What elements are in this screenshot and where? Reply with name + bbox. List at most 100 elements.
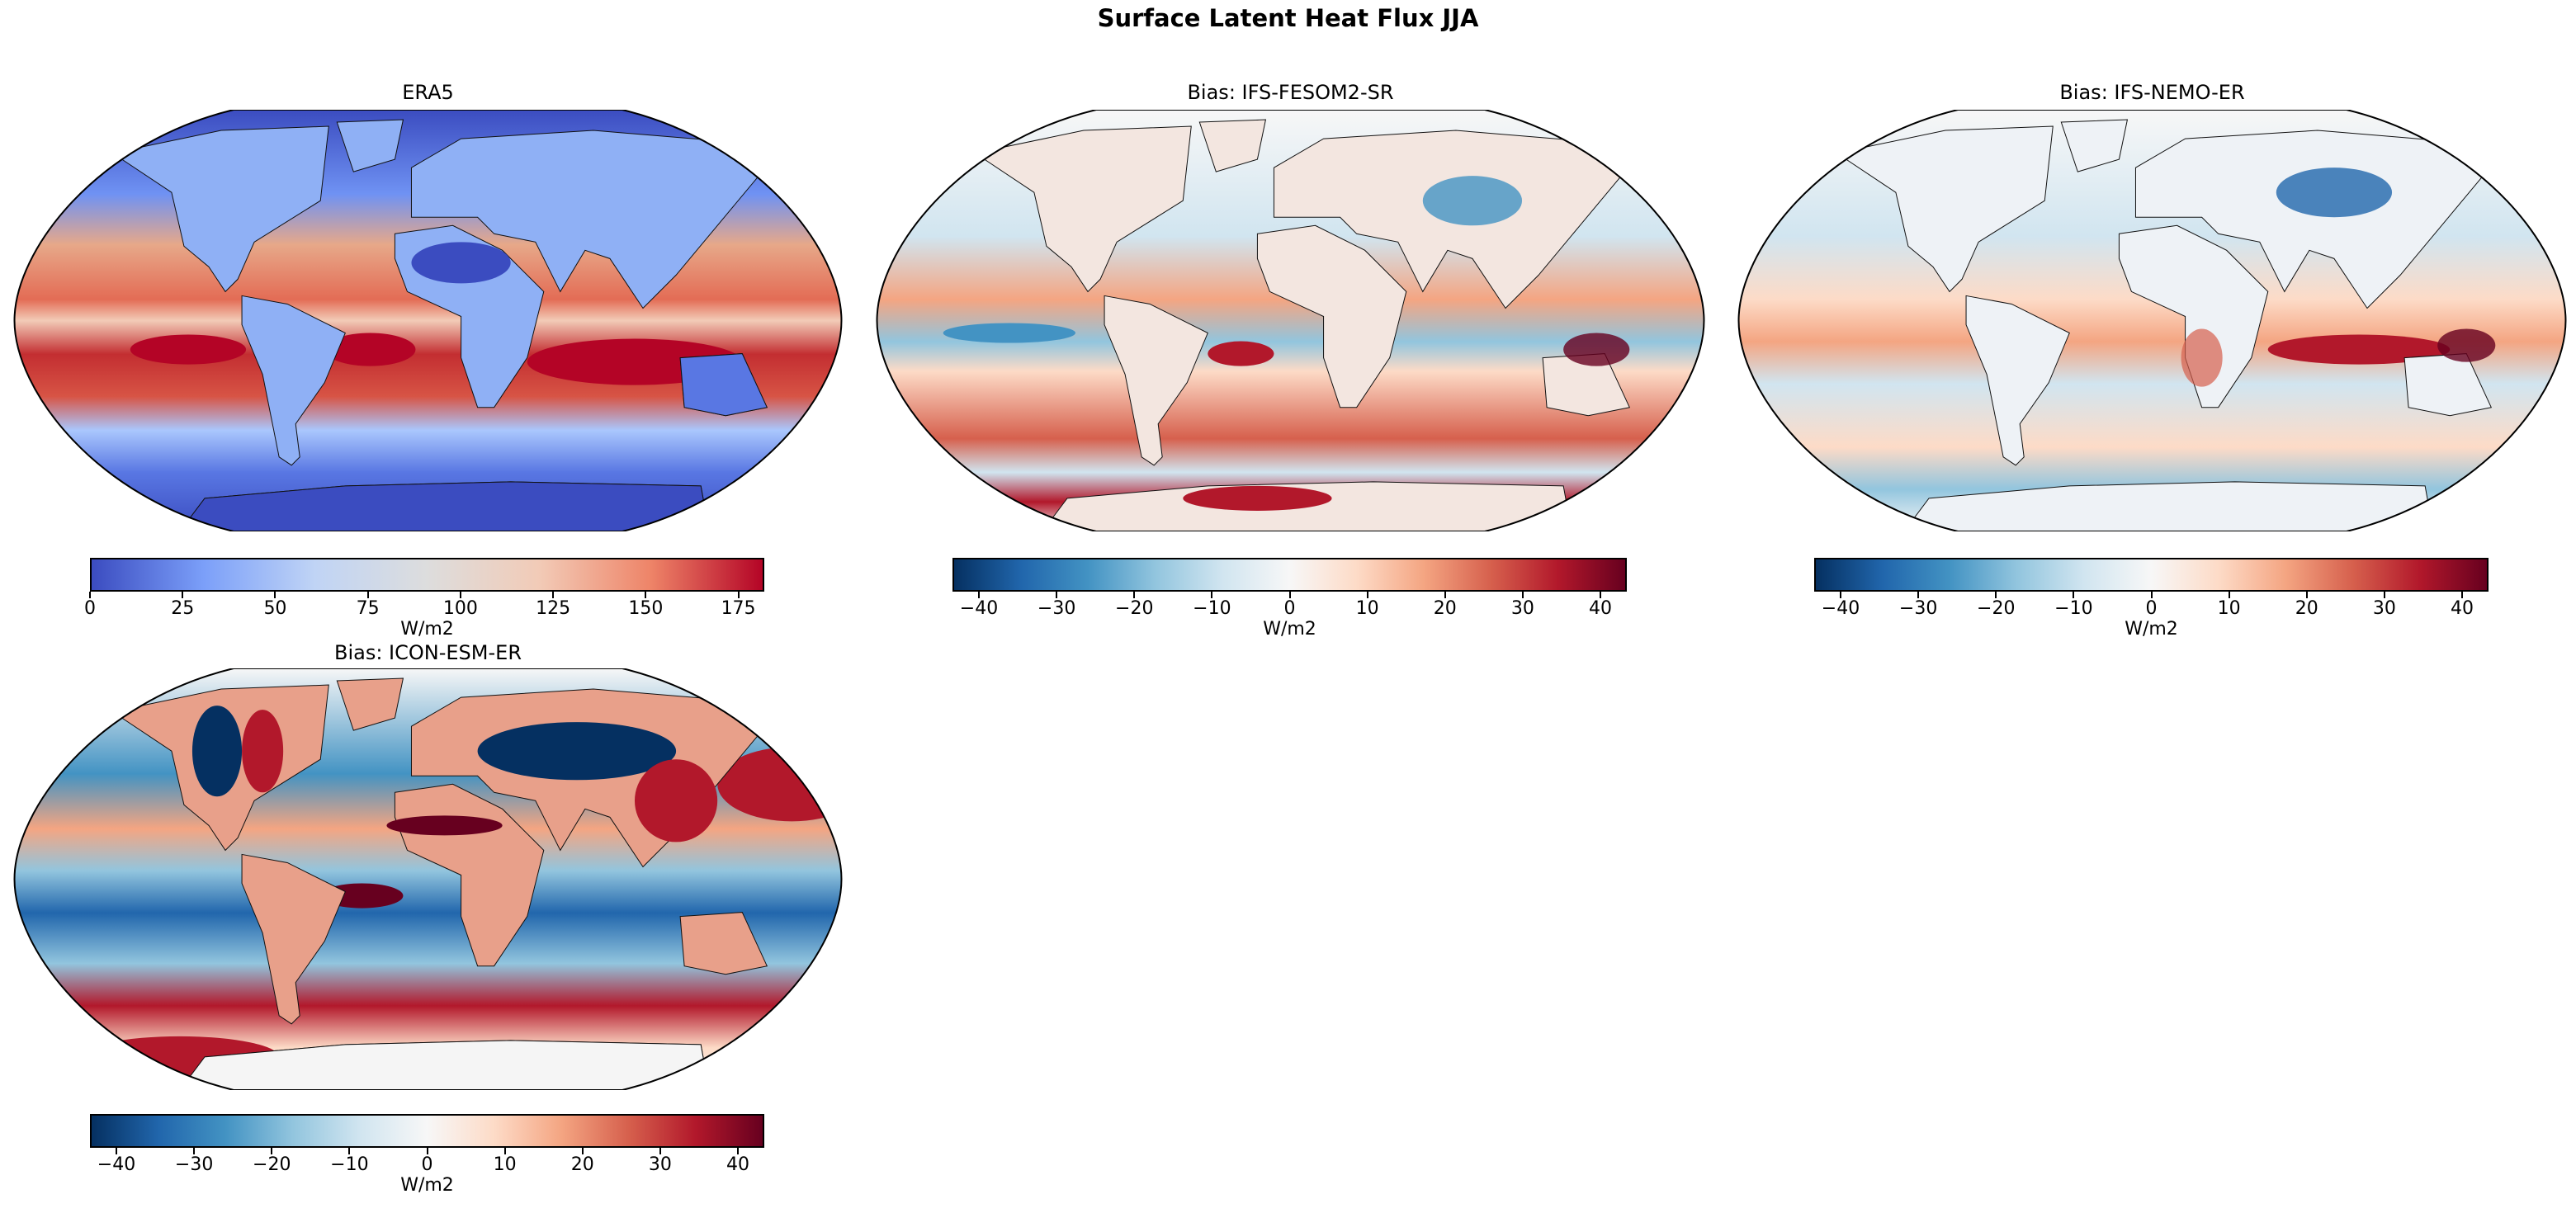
colorbar-tick-label: 10 xyxy=(1355,598,1379,619)
map-icon-esm-er xyxy=(13,668,843,1090)
colorbar-tick xyxy=(737,592,740,598)
colorbar-tick-label: −10 xyxy=(330,1154,369,1175)
colorbar-tick-label: 150 xyxy=(628,598,664,619)
colorbar-tick xyxy=(1840,592,1841,598)
colorbar-tick xyxy=(552,592,555,598)
bias-positive-region xyxy=(242,710,284,793)
figure-title: Surface Latent Heat Flux JJA xyxy=(1097,4,1479,32)
colorbar-tick-label: −30 xyxy=(174,1154,214,1175)
colorbar-tick xyxy=(366,592,369,598)
panel-title: ERA5 xyxy=(402,81,454,104)
colorbar-tick xyxy=(2228,592,2230,598)
colorbar-tick-label: 20 xyxy=(1433,598,1457,619)
bias-negative-region xyxy=(2276,168,2393,218)
colorbar-tick xyxy=(1599,592,1601,598)
colorbar-tick xyxy=(2383,592,2385,598)
field-max-region xyxy=(130,334,247,365)
colorbar-tick-label: −40 xyxy=(959,598,999,619)
bias-negative-region xyxy=(1422,176,1523,226)
colorbar-tick xyxy=(1288,592,1291,598)
colorbar-tick-label: 50 xyxy=(263,598,287,619)
bias-negative-region xyxy=(943,323,1075,343)
map-border xyxy=(876,110,1705,531)
colorbar xyxy=(90,1114,764,1148)
colorbar-tick-label: 0 xyxy=(2145,598,2158,619)
colorbar-tick xyxy=(116,1148,117,1154)
colorbar-tick xyxy=(1211,592,1213,598)
colorbar-tick xyxy=(2073,592,2075,598)
panel-title: Bias: ICON-ESM-ER xyxy=(333,641,522,664)
map-era5 xyxy=(13,110,843,531)
colorbar-tick-label: 30 xyxy=(2372,598,2396,619)
colorbar-label: W/m2 xyxy=(1263,619,1316,640)
map-border xyxy=(1737,110,2567,531)
colorbar-tick-label: −10 xyxy=(1193,598,1231,619)
field-min-region xyxy=(178,481,710,531)
colorbar-tick-label: 10 xyxy=(493,1154,517,1175)
colorbar-tick xyxy=(274,592,277,598)
colorbar xyxy=(90,558,764,592)
colorbar-tick-label: 0 xyxy=(421,1154,433,1175)
colorbar-tick-label: 125 xyxy=(536,598,571,619)
colorbar-label: W/m2 xyxy=(2125,619,2178,640)
colorbar-tick xyxy=(736,1148,739,1154)
colorbar-tick xyxy=(581,1148,584,1154)
colorbar-label: W/m2 xyxy=(400,1175,454,1196)
colorbar-tick xyxy=(1521,592,1524,598)
colorbar-tick xyxy=(659,1148,661,1154)
colorbar-tick-label: −20 xyxy=(1115,598,1154,619)
field-min-region xyxy=(411,242,511,284)
map-ifs-nemo-er xyxy=(1737,110,2567,531)
colorbar-tick-label: −30 xyxy=(1898,598,1938,619)
colorbar-tick-label: −20 xyxy=(253,1154,291,1175)
colorbar-tick xyxy=(426,1148,428,1154)
colorbar-tick-label: 20 xyxy=(2295,598,2318,619)
colorbar-tick-label: 30 xyxy=(1510,598,1534,619)
colorbar-tick-label: 10 xyxy=(2217,598,2241,619)
bias-positive-region xyxy=(2267,334,2451,365)
antarctica xyxy=(178,1040,710,1090)
map-border xyxy=(13,110,843,531)
colorbar-tick xyxy=(271,1148,273,1154)
colorbar-tick-label: 40 xyxy=(726,1154,749,1175)
colorbar-tick xyxy=(1133,592,1136,598)
panel-title: Bias: IFS-NEMO-ER xyxy=(2059,81,2245,104)
colorbar-tick-label: −40 xyxy=(97,1154,136,1175)
colorbar xyxy=(1814,558,2489,592)
colorbar-tick xyxy=(2150,592,2153,598)
colorbar-tick xyxy=(1995,592,1997,598)
colorbar-tick xyxy=(348,1148,351,1154)
colorbar-tick xyxy=(1917,592,1920,598)
colorbar-tick-label: 40 xyxy=(1588,598,1612,619)
bias-positive-region xyxy=(386,815,503,836)
colorbar-tick xyxy=(193,1148,196,1154)
bias-positive-region xyxy=(1183,485,1332,511)
bias-positive-region xyxy=(634,759,718,842)
field-min-region xyxy=(679,353,768,417)
colorbar-tick-label: 25 xyxy=(171,598,195,619)
colorbar-tick-label: −30 xyxy=(1037,598,1076,619)
colorbar-tick-label: 40 xyxy=(2450,598,2474,619)
colorbar-tick xyxy=(2305,592,2308,598)
colorbar-tick-label: −40 xyxy=(1821,598,1860,619)
colorbar-tick-label: −10 xyxy=(2054,598,2093,619)
colorbar-tick xyxy=(182,592,184,598)
colorbar-tick xyxy=(1444,592,1446,598)
colorbar-tick-label: 100 xyxy=(442,598,478,619)
colorbar-tick xyxy=(89,592,91,598)
colorbar-tick-label: 0 xyxy=(1283,598,1296,619)
colorbar-tick-label: 20 xyxy=(570,1154,594,1175)
map-ifs-fesom2-sr xyxy=(876,110,1705,531)
colorbar-tick xyxy=(459,592,461,598)
bias-positive-region xyxy=(1563,333,1630,366)
colorbar-tick xyxy=(978,592,980,598)
colorbar-tick-label: 30 xyxy=(648,1154,672,1175)
colorbar-tick-label: 0 xyxy=(84,598,96,619)
bias-positive-region xyxy=(2181,328,2223,387)
bias-negative-region xyxy=(477,722,677,781)
colorbar-tick xyxy=(645,592,647,598)
map-border xyxy=(13,668,843,1090)
colorbar-label: W/m2 xyxy=(400,619,454,640)
colorbar-tick-label: −20 xyxy=(1977,598,2016,619)
bias-negative-region xyxy=(191,706,243,797)
